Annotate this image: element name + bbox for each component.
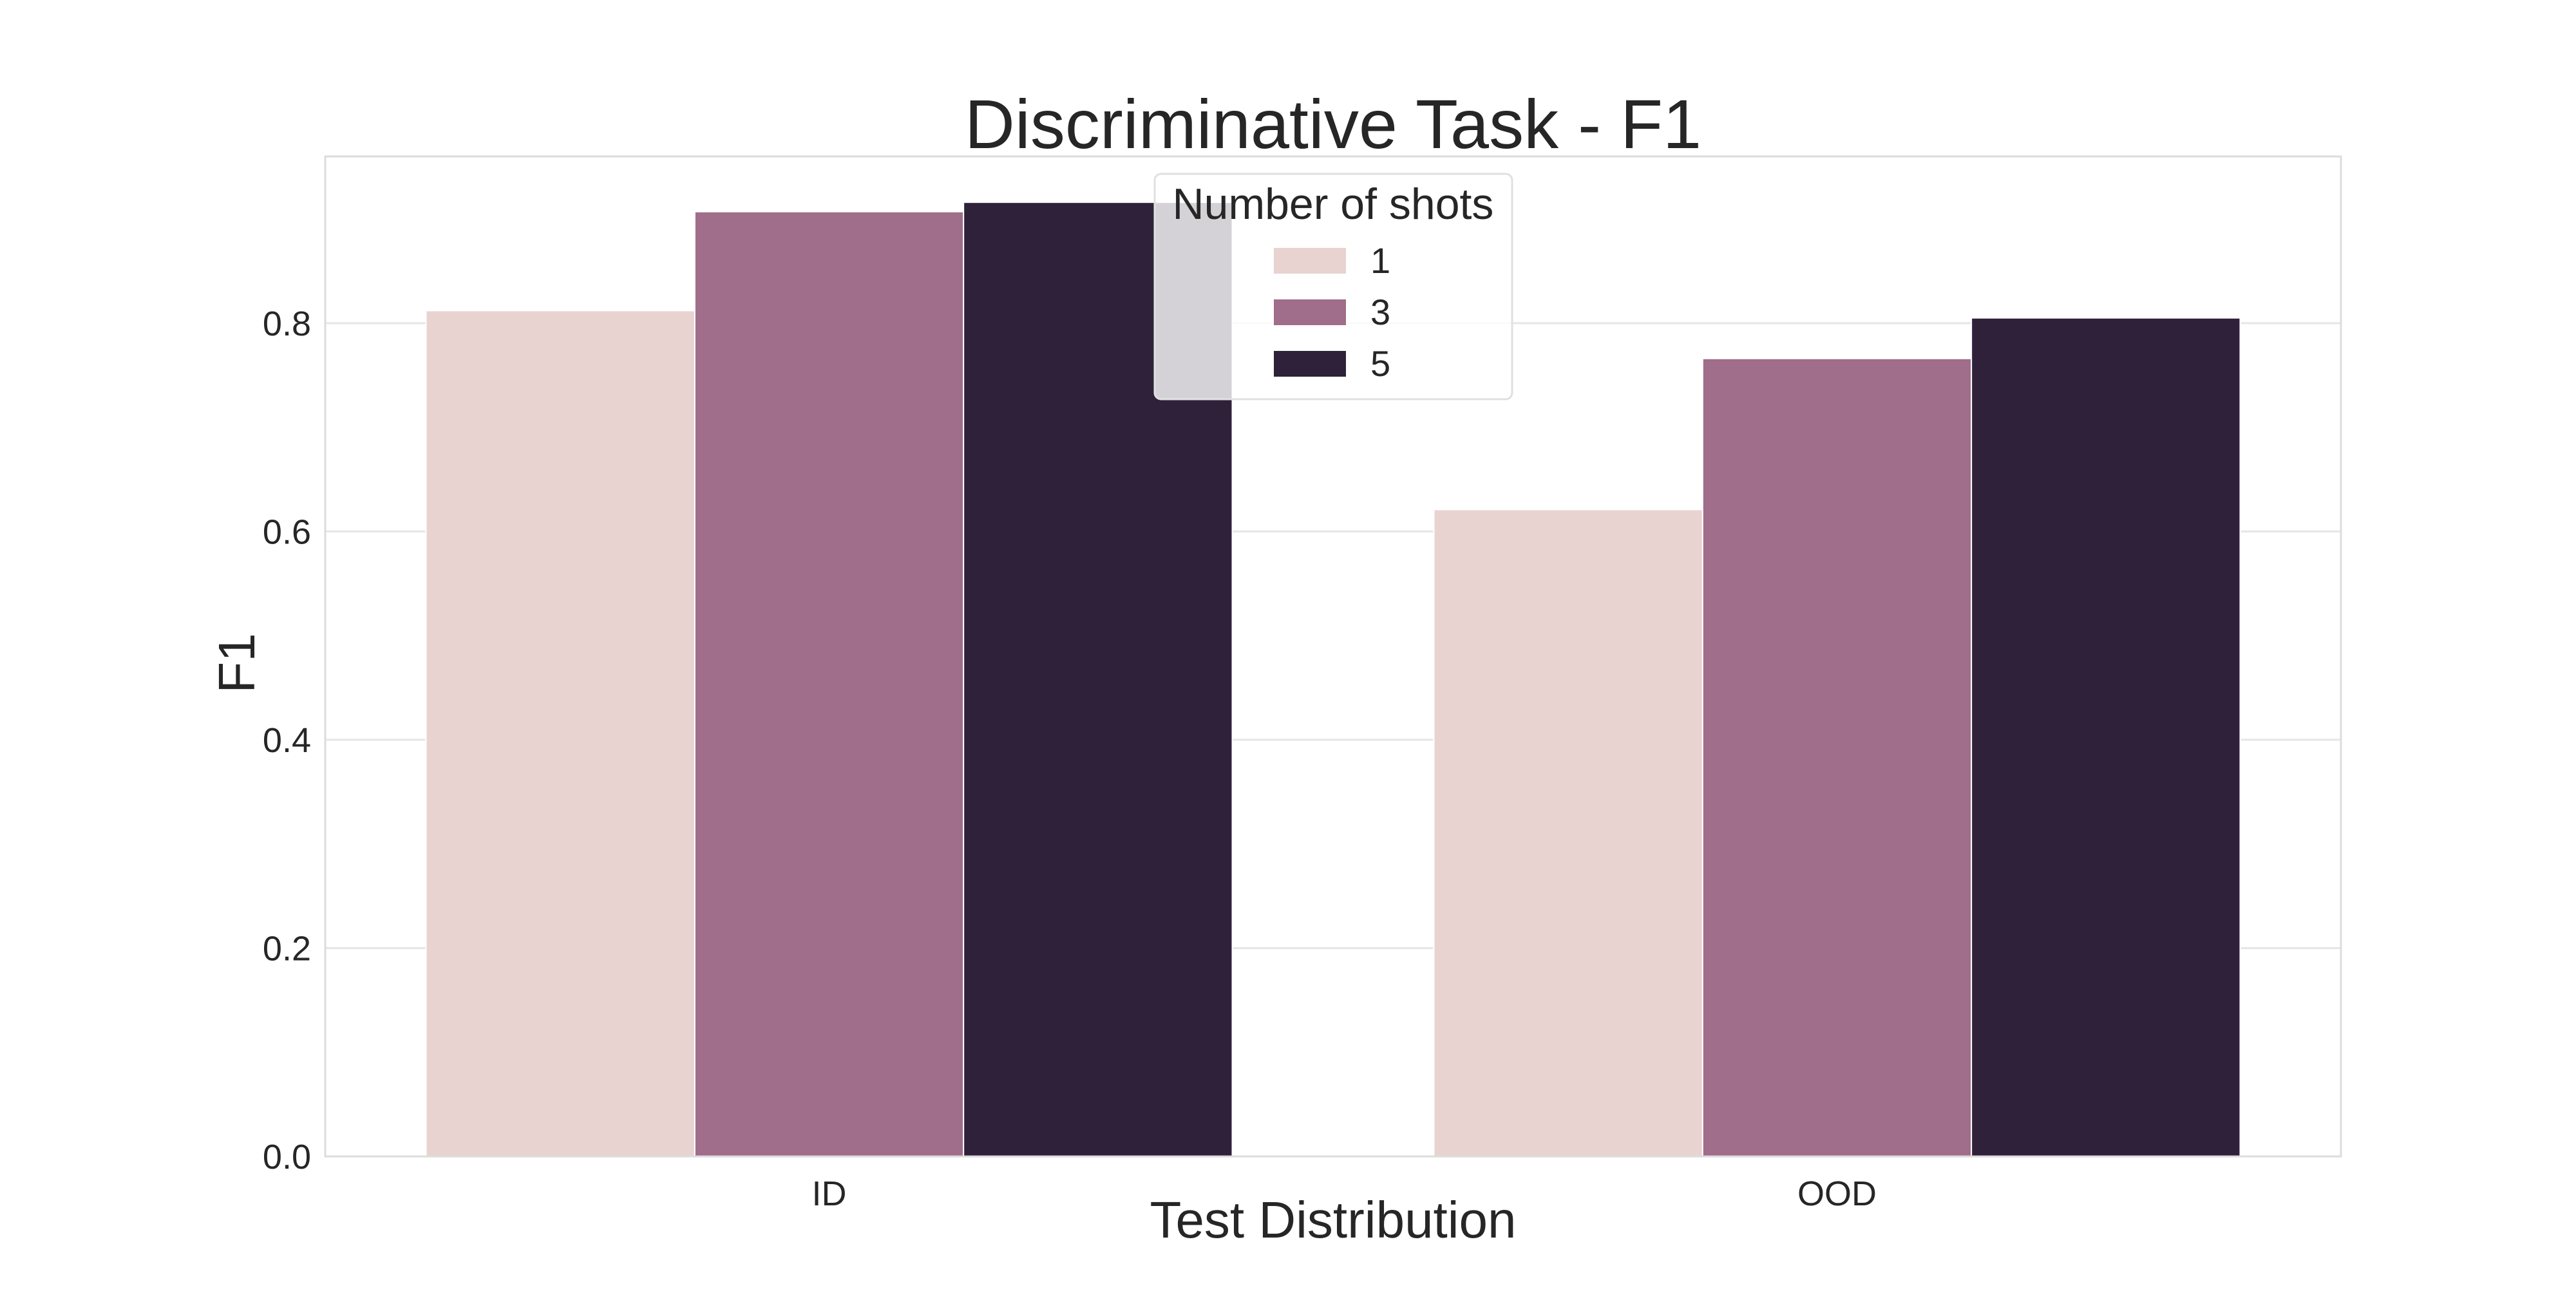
x-tick-label: ID	[812, 1174, 847, 1213]
legend-label-5: 5	[1370, 343, 1390, 384]
x-axis-ticks: ID OOD	[812, 1174, 1877, 1213]
y-tick-label: 0.0	[263, 1138, 311, 1176]
bar-id-shots-1	[425, 310, 696, 1158]
legend-items: 1 3 5	[1274, 240, 1390, 384]
legend-swatch-5	[1274, 351, 1346, 377]
x-axis-label: Test Distribution	[1150, 1191, 1516, 1249]
legend-swatch-1	[1274, 248, 1346, 274]
y-tick-label: 0.4	[263, 721, 311, 760]
bar-ood-shots-5	[1971, 317, 2241, 1158]
bar-ood-shots-1	[1433, 509, 1703, 1157]
bar-ood-shots-3	[1701, 357, 1973, 1157]
y-axis-ticks: 0.0 0.2 0.4 0.6 0.8	[263, 305, 311, 1176]
y-tick-label: 0.8	[263, 305, 311, 343]
legend-label-1: 1	[1370, 240, 1390, 281]
y-tick-label: 0.2	[263, 929, 311, 968]
legend: Number of shots 1 3 5	[1153, 173, 1513, 400]
bars	[425, 202, 2241, 1158]
y-tick-label: 0.6	[263, 513, 311, 551]
legend-box	[1153, 173, 1513, 400]
plot-frame	[324, 155, 2342, 1158]
legend-label-3: 3	[1370, 292, 1390, 332]
legend-title: Number of shots	[1173, 180, 1494, 229]
legend-swatch-3	[1274, 299, 1346, 325]
x-tick-label: OOD	[1797, 1174, 1877, 1213]
chart-title: Discriminative Task - F1	[965, 85, 1701, 163]
bar-id-shots-3	[694, 211, 965, 1158]
y-axis-label: F1	[208, 633, 265, 693]
